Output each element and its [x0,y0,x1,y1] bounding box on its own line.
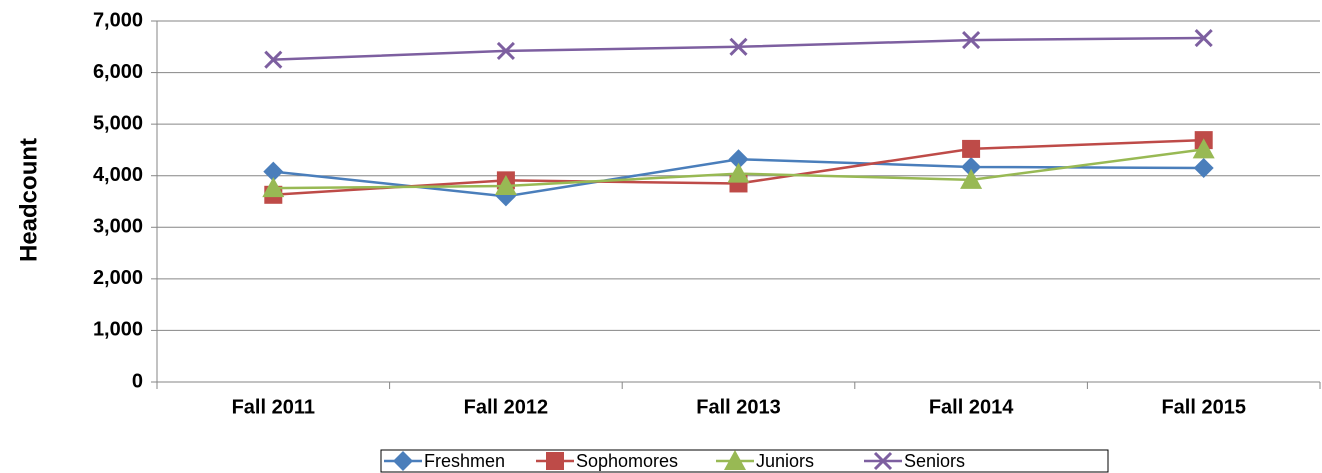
marker [724,450,746,470]
y-tick-label: 2,000 [93,267,143,289]
x-tick-label: Fall 2013 [696,396,781,418]
x-tick-label: Fall 2014 [929,396,1014,418]
marker [1192,138,1215,159]
marker [962,31,981,50]
marker [729,37,748,56]
marker [494,175,517,196]
y-tick-label: 1,000 [93,319,143,341]
y-tick-label: 6,000 [93,61,143,83]
x-tick-label: Fall 2015 [1161,396,1246,418]
marker [262,177,285,198]
legend-label: Seniors [904,451,965,471]
marker [263,161,284,182]
marker [264,50,283,69]
marker [728,149,749,170]
marker [727,162,750,183]
marker [960,168,983,189]
legend-label: Juniors [756,451,814,471]
y-tick-label: 4,000 [93,164,143,186]
x-tick-label: Fall 2012 [464,396,549,418]
y-axis-title: Headcount [15,138,42,262]
y-tick-label: 7,000 [93,9,143,31]
marker [393,451,413,471]
marker [546,452,564,470]
y-tick-label: 0 [132,370,143,392]
x-tick-label: Fall 2011 [232,396,315,418]
marker [961,156,982,177]
marker [873,451,893,471]
legend-label: Freshmen [424,451,505,471]
marker [1194,28,1213,48]
marker [1193,157,1214,178]
marker [962,139,981,158]
marker [496,41,515,60]
y-tick-label: 3,000 [93,216,143,238]
legend-label: Sophomores [576,451,678,471]
y-tick-label: 5,000 [93,112,143,134]
